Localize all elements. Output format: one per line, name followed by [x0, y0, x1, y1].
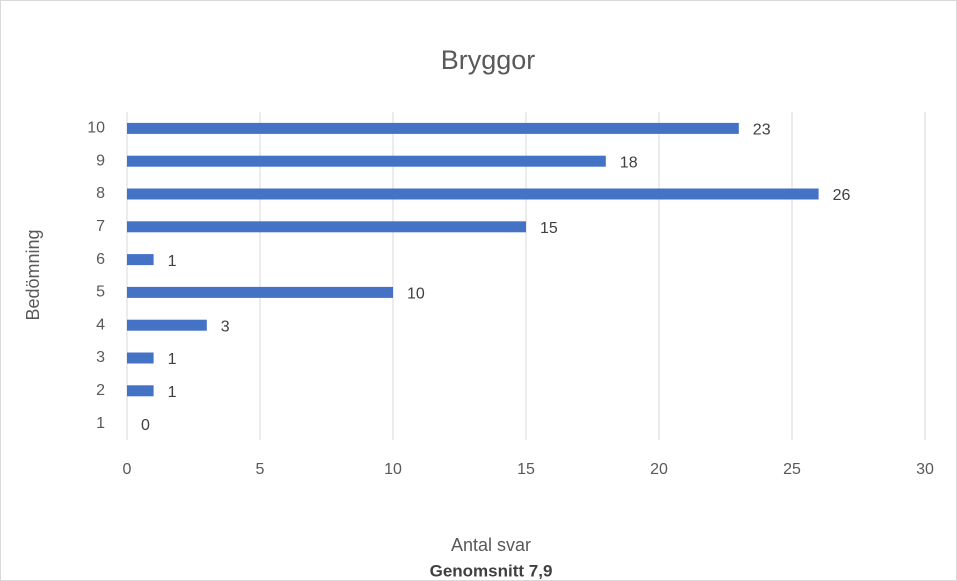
- data-label: 1: [168, 351, 177, 368]
- x-tick-label: 5: [256, 461, 265, 478]
- y-tick-label: 5: [96, 284, 105, 301]
- bar: [127, 319, 207, 331]
- y-tick-label: 6: [96, 251, 105, 268]
- bar: [127, 286, 393, 298]
- data-label: 0: [141, 417, 150, 434]
- annotation: Genomsnitt 7,9: [430, 561, 553, 580]
- y-tick-label: 3: [96, 349, 105, 366]
- y-tick-label: 9: [96, 152, 105, 169]
- bar: [127, 385, 154, 397]
- bar: [127, 352, 154, 364]
- y-tick-label: 4: [96, 316, 105, 333]
- bar: [127, 155, 606, 167]
- x-tick-label: 15: [517, 461, 535, 478]
- data-label: 18: [620, 154, 638, 171]
- data-label: 1: [168, 384, 177, 401]
- x-tick-label: 30: [916, 461, 934, 478]
- y-tick-label: 7: [96, 218, 105, 235]
- data-label: 3: [221, 318, 230, 335]
- data-label: 10: [407, 286, 425, 303]
- data-label: 15: [540, 220, 558, 237]
- y-tick-label: 8: [96, 185, 105, 202]
- y-tick-label: 2: [96, 382, 105, 399]
- x-tick-label: 10: [384, 461, 402, 478]
- x-tick-label: 25: [783, 461, 801, 478]
- y-axis-label: Bedömning: [23, 229, 43, 320]
- bar: [127, 221, 526, 233]
- data-label: 26: [833, 187, 851, 204]
- y-tick-label: 10: [87, 120, 105, 137]
- y-tick-label: 1: [96, 415, 105, 432]
- bar: [127, 122, 739, 134]
- bar: [127, 188, 819, 200]
- x-tick-label: 20: [650, 461, 668, 478]
- x-axis-label: Antal svar: [451, 535, 531, 555]
- bar: [127, 254, 154, 266]
- data-label: 23: [753, 122, 771, 139]
- chart-title: Bryggor: [441, 45, 536, 75]
- x-tick-label: 0: [123, 461, 132, 478]
- data-label: 1: [168, 253, 177, 270]
